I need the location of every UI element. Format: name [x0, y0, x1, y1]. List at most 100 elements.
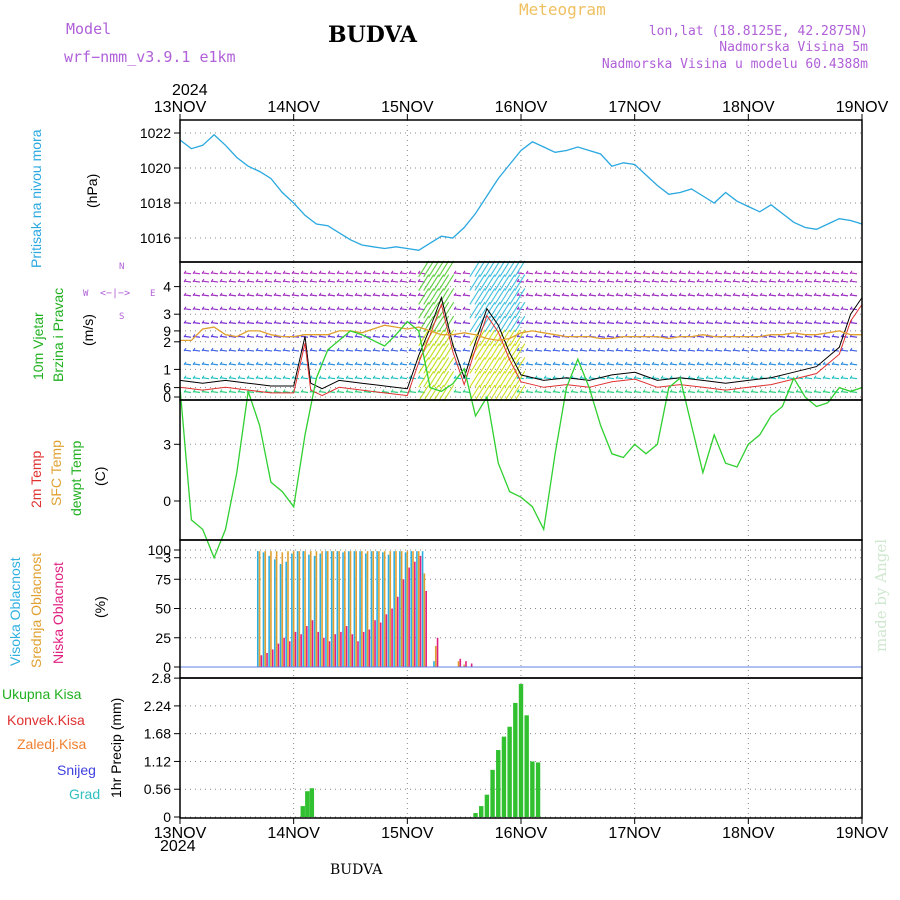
- wind-barb: [273, 278, 277, 283]
- wind-barb: [390, 334, 394, 338]
- wind-barb: [228, 320, 232, 324]
- wind-barb: [561, 389, 565, 393]
- wind-barb: [372, 280, 381, 283]
- wind-barb: [210, 308, 219, 311]
- pressure-tick-label: 1020: [140, 160, 171, 176]
- wind-barb: [219, 347, 223, 352]
- wind-barb: [354, 375, 358, 379]
- cloud-tick-label: 50: [155, 601, 171, 617]
- wind-barb: [273, 272, 282, 275]
- wind-barb: [660, 292, 664, 297]
- wind-barb: [804, 377, 813, 380]
- wind-barb: [433, 384, 445, 402]
- wind-barb: [696, 294, 705, 297]
- wind-barb: [381, 347, 385, 352]
- wind-barb: [660, 347, 664, 352]
- wind-barb: [428, 370, 440, 388]
- wind-barb: [509, 384, 521, 402]
- x-tick-label-top: 15NOV: [381, 99, 434, 116]
- wind-barb: [777, 347, 781, 352]
- wind-barb: [795, 347, 799, 352]
- wind-barb: [597, 349, 606, 352]
- wind-barb: [543, 294, 552, 297]
- wind-barb: [354, 347, 358, 352]
- wind-barb: [363, 390, 372, 394]
- wind-barb: [777, 390, 786, 394]
- wind-barb: [246, 292, 250, 297]
- wind-barb: [210, 294, 219, 297]
- wind-barb: [509, 288, 521, 305]
- wind-barb: [777, 270, 781, 275]
- wind-barb: [777, 361, 781, 366]
- wind-barb: [588, 349, 597, 352]
- wind-barb: [417, 306, 421, 310]
- wind-barb: [372, 292, 376, 297]
- wind-barb: [759, 321, 768, 325]
- precip-legend-hail: Grad: [69, 786, 101, 802]
- wind-barb: [624, 377, 633, 380]
- wind-barb: [840, 389, 844, 393]
- wind-barb: [525, 272, 534, 275]
- wind-barb: [534, 361, 538, 366]
- wind-barb: [723, 375, 727, 379]
- wind-barb: [210, 375, 214, 379]
- wind-barb: [795, 270, 799, 275]
- wind-barb: [354, 349, 363, 352]
- wind-barb: [570, 292, 574, 297]
- wind-barb: [723, 280, 732, 283]
- x-tick-label-bottom: 19NOV: [836, 825, 889, 842]
- wind-barb: [714, 308, 723, 311]
- wind-barb: [831, 334, 835, 338]
- wind-barb: [525, 390, 534, 394]
- wind-barb: [741, 375, 745, 379]
- wind-barb: [669, 361, 673, 366]
- wind-barb: [795, 361, 799, 366]
- wind-barb: [363, 278, 367, 283]
- wind-barb: [514, 301, 526, 319]
- wind-barb: [462, 361, 466, 366]
- wind-barb: [804, 306, 808, 310]
- wind-barb: [399, 334, 403, 338]
- wind-barb: [561, 349, 570, 352]
- wind-barb: [354, 377, 363, 380]
- wind-barb: [732, 280, 741, 283]
- wind-barb: [840, 278, 844, 283]
- wind-barb: [624, 390, 633, 394]
- wind-barb: [786, 363, 795, 366]
- wind-barb: [300, 278, 304, 283]
- wind-barb: [237, 308, 246, 311]
- wind-barb: [327, 278, 331, 283]
- wind-barb: [525, 361, 529, 366]
- wind-barb: [363, 308, 372, 311]
- wind-barb: [474, 288, 486, 305]
- wind-barb: [822, 292, 826, 297]
- wind-barb: [372, 270, 376, 275]
- wind-barb: [372, 361, 376, 366]
- wind-barb: [840, 334, 844, 338]
- wind-barb: [499, 329, 511, 347]
- wind-barb: [606, 308, 615, 311]
- wind-barb: [219, 308, 228, 311]
- wind-barb: [479, 260, 491, 278]
- wind-barb: [849, 361, 853, 366]
- x-tick-label-top: 18NOV: [722, 99, 775, 116]
- wind-barb: [849, 377, 858, 380]
- wind-barb: [390, 390, 399, 394]
- wind-barb: [192, 306, 196, 310]
- wind-barb: [363, 294, 372, 297]
- wind-barb: [633, 321, 642, 325]
- wind-barb: [723, 361, 727, 366]
- wind-barb: [291, 363, 300, 366]
- wind-barb: [210, 320, 214, 324]
- wind-barb: [678, 272, 687, 275]
- wind-barb: [246, 294, 255, 297]
- wind-barb: [354, 320, 358, 324]
- wind-barb: [418, 315, 430, 333]
- wind-barb: [273, 321, 282, 325]
- wind-barb: [300, 361, 304, 366]
- wind-barb: [705, 363, 714, 366]
- wind-barb: [615, 334, 619, 338]
- wind-barb: [561, 272, 570, 275]
- wind-barb: [399, 390, 408, 394]
- precip-bar: [513, 702, 518, 817]
